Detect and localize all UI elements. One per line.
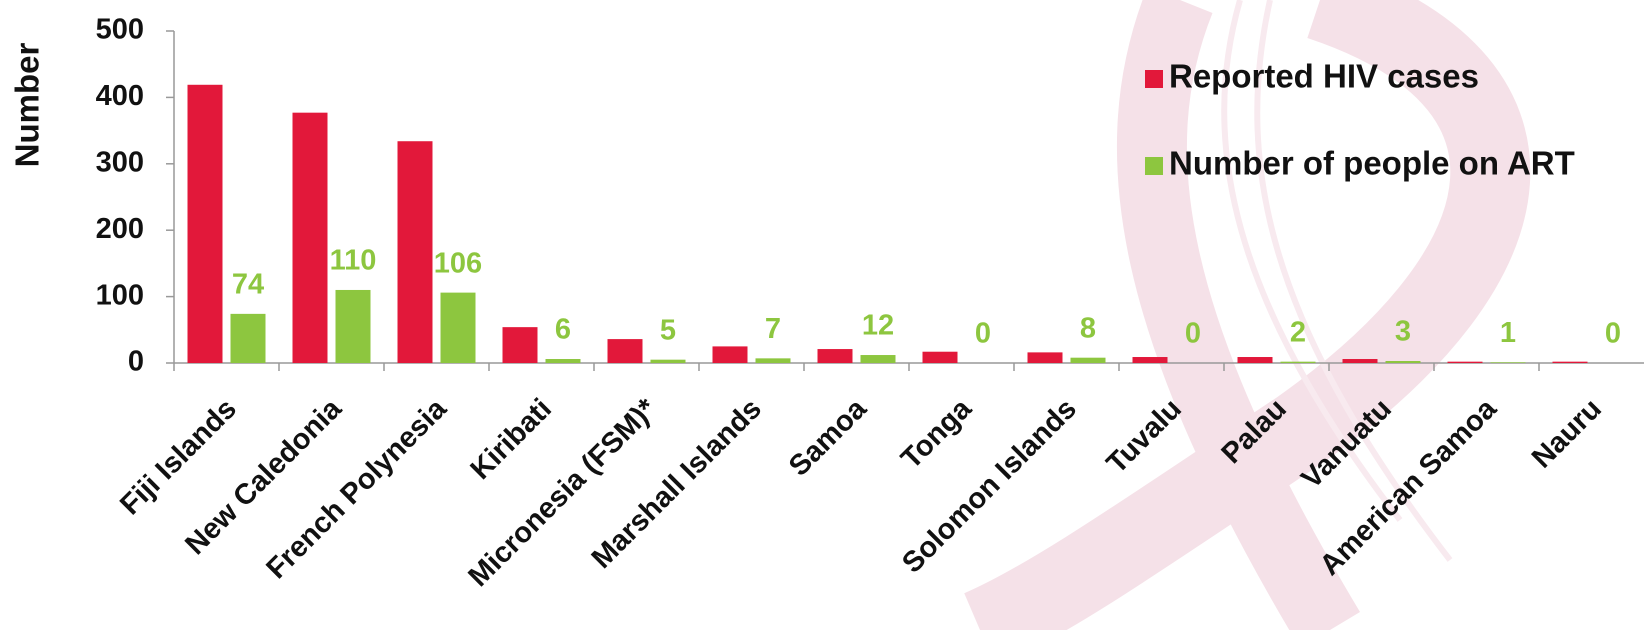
data-label: 0 xyxy=(1605,318,1621,350)
x-tick-label: Tonga xyxy=(895,392,978,475)
legend-swatch xyxy=(1145,157,1163,175)
y-tick-label: 300 xyxy=(96,146,144,178)
data-label: 3 xyxy=(1395,316,1411,348)
bar xyxy=(922,351,958,363)
x-tick-label: Kiribati xyxy=(465,393,558,486)
bar xyxy=(817,349,853,363)
y-axis-title: Number xyxy=(9,43,46,168)
data-label: 0 xyxy=(975,318,991,350)
data-label: 5 xyxy=(660,314,676,346)
bar xyxy=(1385,361,1421,363)
data-label: 8 xyxy=(1080,312,1096,344)
bar xyxy=(1027,352,1063,363)
bar xyxy=(607,339,643,363)
data-label: 7 xyxy=(765,313,781,345)
y-tick-label: 400 xyxy=(96,80,144,112)
bar xyxy=(397,141,433,363)
legend-swatch xyxy=(1145,70,1163,88)
legend-label: Number of people on ART xyxy=(1169,145,1575,182)
bar xyxy=(755,358,791,363)
data-label: 2 xyxy=(1290,316,1306,348)
bar xyxy=(1552,361,1588,363)
y-tick-label: 200 xyxy=(96,213,144,245)
bar xyxy=(1447,361,1483,363)
x-tick-label: Nauru xyxy=(1526,393,1608,475)
data-label: 110 xyxy=(330,245,377,277)
data-label: 0 xyxy=(1185,318,1201,350)
bar xyxy=(712,346,748,363)
bar xyxy=(650,359,686,363)
data-label: 6 xyxy=(555,314,571,346)
x-tick-label: Samoa xyxy=(783,392,873,482)
data-label: 106 xyxy=(434,247,482,279)
data-label: 74 xyxy=(232,269,264,301)
bar xyxy=(1070,357,1106,363)
bar xyxy=(292,112,328,363)
bar xyxy=(860,355,896,363)
bar xyxy=(1342,359,1378,363)
data-label: 1 xyxy=(1500,317,1516,349)
bar xyxy=(187,84,223,363)
bar xyxy=(545,359,581,363)
bar xyxy=(1490,362,1526,363)
bar xyxy=(1280,361,1316,363)
y-tick-label: 100 xyxy=(96,279,144,311)
bar xyxy=(230,313,266,363)
y-tick-label: 500 xyxy=(96,14,144,46)
x-tick-label: French Polynesia xyxy=(260,392,453,585)
bar xyxy=(502,327,538,363)
bar xyxy=(1132,357,1168,363)
legend-label: Reported HIV cases xyxy=(1169,58,1479,95)
x-tick-label: Micronesia (FSM)* xyxy=(462,392,663,593)
bar xyxy=(440,292,476,363)
data-label: 12 xyxy=(862,310,894,342)
bar xyxy=(1237,357,1273,363)
y-tick-label: 0 xyxy=(128,346,144,378)
bar xyxy=(335,289,371,363)
ribbon-background xyxy=(963,0,1531,630)
